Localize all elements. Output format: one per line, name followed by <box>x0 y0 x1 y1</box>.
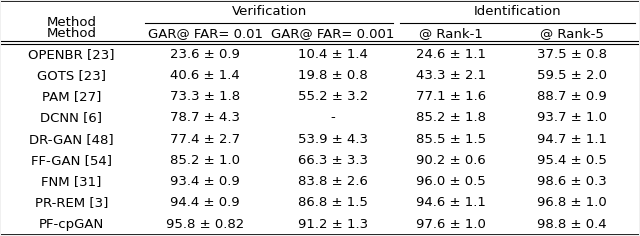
Text: 59.5 ± 2.0: 59.5 ± 2.0 <box>537 69 607 82</box>
Text: 55.2 ± 3.2: 55.2 ± 3.2 <box>298 90 368 103</box>
Text: 98.6 ± 0.3: 98.6 ± 0.3 <box>537 175 607 188</box>
Text: 96.8 ± 1.0: 96.8 ± 1.0 <box>537 196 607 209</box>
Text: 85.5 ± 1.5: 85.5 ± 1.5 <box>415 133 486 146</box>
Text: 40.6 ± 1.4: 40.6 ± 1.4 <box>170 69 240 82</box>
Text: FF-GAN [54]: FF-GAN [54] <box>31 154 112 167</box>
Text: 19.8 ± 0.8: 19.8 ± 0.8 <box>298 69 367 82</box>
Text: Method: Method <box>47 27 97 40</box>
Text: 83.8 ± 2.6: 83.8 ± 2.6 <box>298 175 368 188</box>
Text: 94.4 ± 0.9: 94.4 ± 0.9 <box>170 196 240 209</box>
Text: 85.2 ± 1.8: 85.2 ± 1.8 <box>415 111 486 125</box>
Text: 93.4 ± 0.9: 93.4 ± 0.9 <box>170 175 240 188</box>
Text: Identification: Identification <box>474 5 561 18</box>
Text: PR-REM [3]: PR-REM [3] <box>35 196 108 209</box>
Text: GOTS [23]: GOTS [23] <box>37 69 106 82</box>
Text: @ Rank-1: @ Rank-1 <box>419 27 483 40</box>
Text: 86.8 ± 1.5: 86.8 ± 1.5 <box>298 196 368 209</box>
Text: -: - <box>330 111 335 125</box>
Text: Verification: Verification <box>232 5 307 18</box>
Text: 23.6 ± 0.9: 23.6 ± 0.9 <box>170 48 240 61</box>
Text: DCNN [6]: DCNN [6] <box>40 111 102 125</box>
Text: 73.3 ± 1.8: 73.3 ± 1.8 <box>170 90 241 103</box>
Text: OPENBR [23]: OPENBR [23] <box>28 48 115 61</box>
Text: 10.4 ± 1.4: 10.4 ± 1.4 <box>298 48 368 61</box>
Text: DR-GAN [48]: DR-GAN [48] <box>29 133 114 146</box>
Text: 37.5 ± 0.8: 37.5 ± 0.8 <box>537 48 607 61</box>
Text: GAR@ FAR= 0.001: GAR@ FAR= 0.001 <box>271 27 394 40</box>
Text: 93.7 ± 1.0: 93.7 ± 1.0 <box>537 111 607 125</box>
Text: 95.4 ± 0.5: 95.4 ± 0.5 <box>537 154 607 167</box>
Text: 95.8 ± 0.82: 95.8 ± 0.82 <box>166 218 244 231</box>
Text: GAR@ FAR= 0.01: GAR@ FAR= 0.01 <box>148 27 263 40</box>
Text: 88.7 ± 0.9: 88.7 ± 0.9 <box>537 90 607 103</box>
Text: 91.2 ± 1.3: 91.2 ± 1.3 <box>298 218 368 231</box>
Text: 43.3 ± 2.1: 43.3 ± 2.1 <box>415 69 486 82</box>
Text: 66.3 ± 3.3: 66.3 ± 3.3 <box>298 154 368 167</box>
Text: 77.1 ± 1.6: 77.1 ± 1.6 <box>415 90 486 103</box>
Text: FNM [31]: FNM [31] <box>42 175 102 188</box>
Text: PAM [27]: PAM [27] <box>42 90 101 103</box>
Text: PF-cpGAN: PF-cpGAN <box>39 218 104 231</box>
Text: 90.2 ± 0.6: 90.2 ± 0.6 <box>416 154 486 167</box>
Text: 94.6 ± 1.1: 94.6 ± 1.1 <box>416 196 486 209</box>
Text: 53.9 ± 4.3: 53.9 ± 4.3 <box>298 133 368 146</box>
Text: Method: Method <box>47 16 97 29</box>
Text: 98.8 ± 0.4: 98.8 ± 0.4 <box>537 218 607 231</box>
Text: 96.0 ± 0.5: 96.0 ± 0.5 <box>416 175 486 188</box>
Text: @ Rank-5: @ Rank-5 <box>540 27 604 40</box>
Text: 77.4 ± 2.7: 77.4 ± 2.7 <box>170 133 241 146</box>
Text: 97.6 ± 1.0: 97.6 ± 1.0 <box>416 218 486 231</box>
Text: 24.6 ± 1.1: 24.6 ± 1.1 <box>415 48 486 61</box>
Text: 85.2 ± 1.0: 85.2 ± 1.0 <box>170 154 240 167</box>
Text: 78.7 ± 4.3: 78.7 ± 4.3 <box>170 111 240 125</box>
Text: 94.7 ± 1.1: 94.7 ± 1.1 <box>537 133 607 146</box>
